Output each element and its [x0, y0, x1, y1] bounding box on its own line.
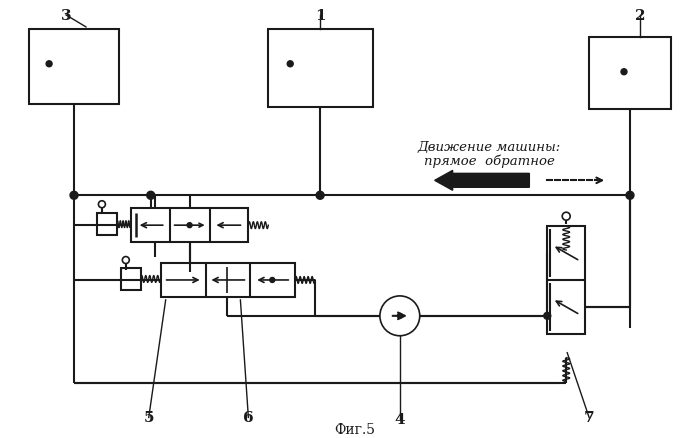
Bar: [131, 209, 248, 243]
Text: 1: 1: [315, 9, 326, 23]
Text: 5: 5: [144, 410, 154, 424]
Circle shape: [270, 278, 275, 283]
Bar: [589, 38, 671, 110]
FancyArrow shape: [435, 171, 529, 191]
Bar: [268, 30, 373, 107]
Circle shape: [626, 192, 634, 200]
Text: Фиг.5: Фиг.5: [335, 423, 375, 436]
Circle shape: [562, 213, 570, 221]
Circle shape: [46, 62, 52, 67]
Circle shape: [398, 314, 402, 318]
Text: 2: 2: [635, 9, 645, 23]
Bar: [29, 30, 119, 104]
Text: 6: 6: [243, 410, 253, 424]
Circle shape: [147, 192, 155, 200]
Circle shape: [122, 257, 130, 264]
Circle shape: [70, 192, 78, 200]
Circle shape: [621, 70, 627, 75]
Text: Движение машины:: Движение машины:: [418, 141, 561, 154]
Bar: [97, 214, 117, 236]
Circle shape: [99, 201, 106, 208]
Text: прямое  обратное: прямое обратное: [424, 154, 555, 168]
Bar: [547, 226, 585, 334]
Text: 4: 4: [395, 413, 405, 427]
Circle shape: [544, 313, 551, 320]
Bar: [161, 263, 295, 297]
Bar: [121, 268, 141, 290]
Circle shape: [187, 223, 192, 228]
Text: 3: 3: [61, 9, 71, 23]
Circle shape: [380, 296, 420, 336]
Circle shape: [287, 62, 293, 67]
Text: 7: 7: [584, 410, 594, 424]
Circle shape: [316, 192, 324, 200]
